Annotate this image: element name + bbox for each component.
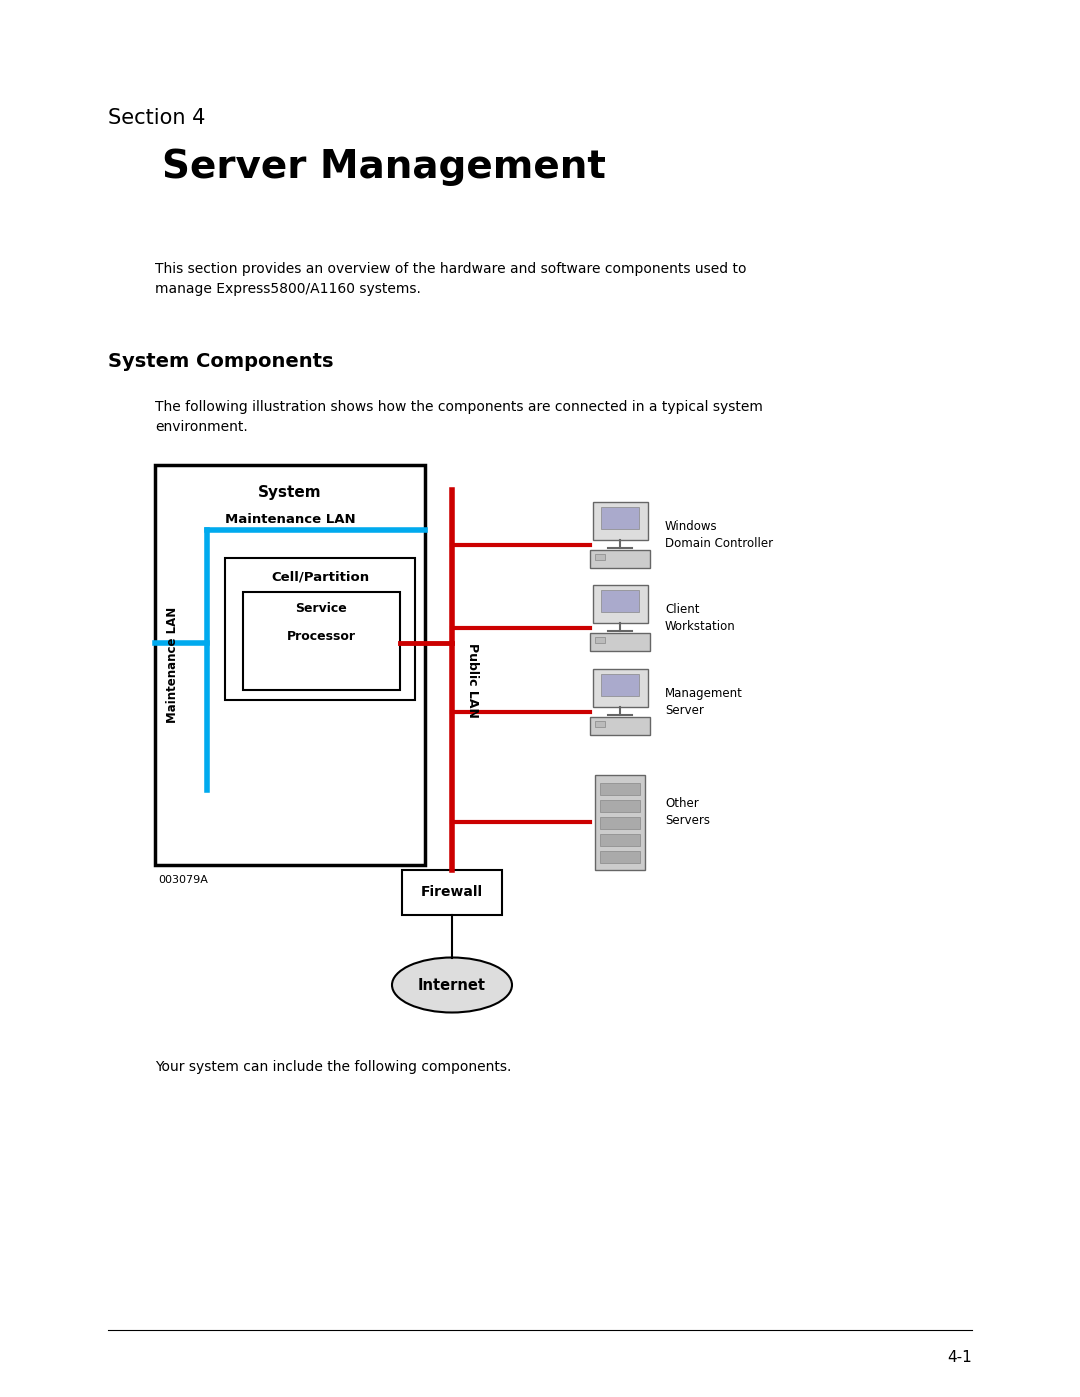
FancyBboxPatch shape <box>402 870 502 915</box>
FancyBboxPatch shape <box>595 637 605 643</box>
FancyBboxPatch shape <box>156 465 426 865</box>
Text: 003079A: 003079A <box>158 875 207 886</box>
Text: This section provides an overview of the hardware and software components used t: This section provides an overview of the… <box>156 263 746 296</box>
FancyBboxPatch shape <box>600 673 639 696</box>
Text: Server Management: Server Management <box>108 148 606 186</box>
FancyBboxPatch shape <box>600 782 640 795</box>
Text: Cell/Partition: Cell/Partition <box>271 570 369 583</box>
FancyBboxPatch shape <box>590 717 650 735</box>
FancyBboxPatch shape <box>243 592 400 690</box>
FancyBboxPatch shape <box>600 507 639 529</box>
Text: Client
Workstation: Client Workstation <box>665 604 735 633</box>
Text: Maintenance LAN: Maintenance LAN <box>225 513 355 527</box>
FancyBboxPatch shape <box>593 669 648 707</box>
FancyBboxPatch shape <box>590 633 650 651</box>
FancyBboxPatch shape <box>600 590 639 612</box>
Text: Maintenance LAN: Maintenance LAN <box>166 606 179 724</box>
Text: Firewall: Firewall <box>421 886 483 900</box>
FancyBboxPatch shape <box>600 834 640 847</box>
FancyBboxPatch shape <box>593 585 648 623</box>
Text: Public LAN: Public LAN <box>465 643 480 718</box>
FancyBboxPatch shape <box>595 775 645 870</box>
Text: Management
Server: Management Server <box>665 687 743 717</box>
FancyBboxPatch shape <box>593 502 648 541</box>
Text: Service: Service <box>295 602 347 615</box>
Text: Windows
Domain Controller: Windows Domain Controller <box>665 520 773 550</box>
Text: System Components: System Components <box>108 352 334 372</box>
FancyBboxPatch shape <box>600 800 640 812</box>
Text: Section 4: Section 4 <box>108 108 205 129</box>
Text: 4-1: 4-1 <box>947 1350 972 1365</box>
FancyBboxPatch shape <box>595 721 605 726</box>
Text: Processor: Processor <box>286 630 355 643</box>
Text: Other
Servers: Other Servers <box>665 798 710 827</box>
FancyBboxPatch shape <box>590 550 650 569</box>
FancyBboxPatch shape <box>225 557 415 700</box>
Text: System: System <box>258 485 322 500</box>
Ellipse shape <box>392 957 512 1013</box>
FancyBboxPatch shape <box>600 851 640 863</box>
FancyBboxPatch shape <box>595 555 605 560</box>
Text: Your system can include the following components.: Your system can include the following co… <box>156 1060 511 1074</box>
Text: The following illustration shows how the components are connected in a typical s: The following illustration shows how the… <box>156 400 762 434</box>
Text: Internet: Internet <box>418 978 486 992</box>
FancyBboxPatch shape <box>600 817 640 828</box>
